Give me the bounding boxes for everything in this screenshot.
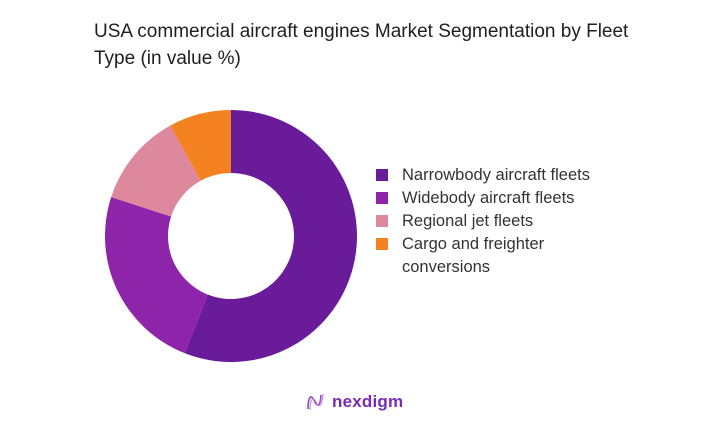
legend-item: Regional jet fleets [376, 210, 636, 233]
donut-slice-cargo-and-freighter-conversions [170, 110, 231, 181]
legend-label: Widebody aircraft fleets [402, 189, 575, 207]
legend-item: Cargo and freighter conversions [376, 233, 636, 279]
legend-swatch [376, 192, 388, 204]
legend-label: Cargo and freighter conversions [402, 235, 545, 276]
legend-swatch [376, 215, 388, 227]
nexdigm-logo-icon [307, 393, 324, 411]
chart-title: USA commercial aircraft engines Market S… [94, 21, 629, 69]
legend-item: Widebody aircraft fleets [376, 187, 636, 210]
donut-slice-narrowbody-aircraft-fleets [184, 110, 357, 362]
legend-label: Regional jet fleets [402, 212, 534, 230]
legend-item: Narrowbody aircraft fleets [376, 164, 636, 187]
legend-swatch [376, 238, 388, 250]
legend-swatch [376, 169, 388, 181]
donut-slice-widebody-aircraft-fleets [105, 197, 208, 354]
legend-label: Narrowbody aircraft fleets [402, 166, 590, 184]
legend: Narrowbody aircraft fleets Widebody aircr… [376, 164, 636, 279]
nexdigm-logo: nexdigm [306, 392, 403, 412]
donut-slice-regional-jet-fleets [111, 125, 201, 217]
logo-text: nexdigm [332, 392, 404, 411]
